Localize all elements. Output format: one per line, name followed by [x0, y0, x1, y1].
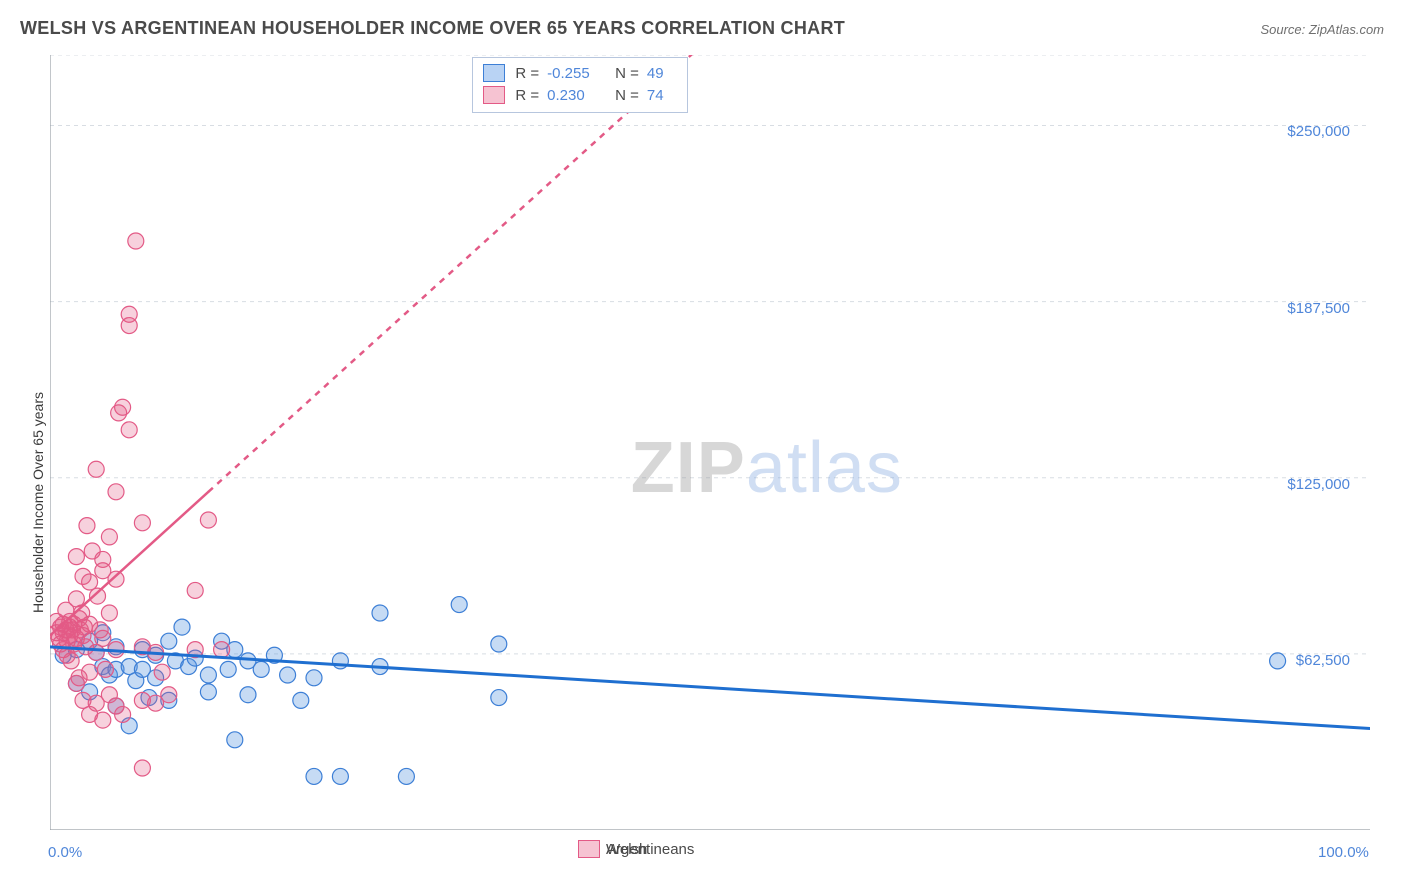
legend-item: Argentineans — [578, 840, 694, 858]
stats-row: R =0.230N =74 — [483, 84, 677, 106]
stats-row: R =-0.255N =49 — [483, 62, 677, 84]
source-attribution: Source: ZipAtlas.com — [1260, 22, 1384, 37]
y-tick: $187,500 — [1260, 300, 1350, 317]
scatter-plot — [50, 55, 1370, 830]
chart-title: WELSH VS ARGENTINEAN HOUSEHOLDER INCOME … — [20, 18, 845, 39]
y-tick: $250,000 — [1260, 123, 1350, 140]
x-tick: 0.0% — [48, 844, 82, 861]
plot-svg — [50, 55, 1370, 830]
correlation-stats-box: R =-0.255N =49R =0.230N =74 — [472, 57, 688, 113]
y-tick: $125,000 — [1260, 476, 1350, 493]
x-tick: 100.0% — [1318, 844, 1369, 861]
y-axis-label: Householder Income Over 65 years — [30, 392, 46, 613]
y-tick: $62,500 — [1260, 652, 1350, 669]
